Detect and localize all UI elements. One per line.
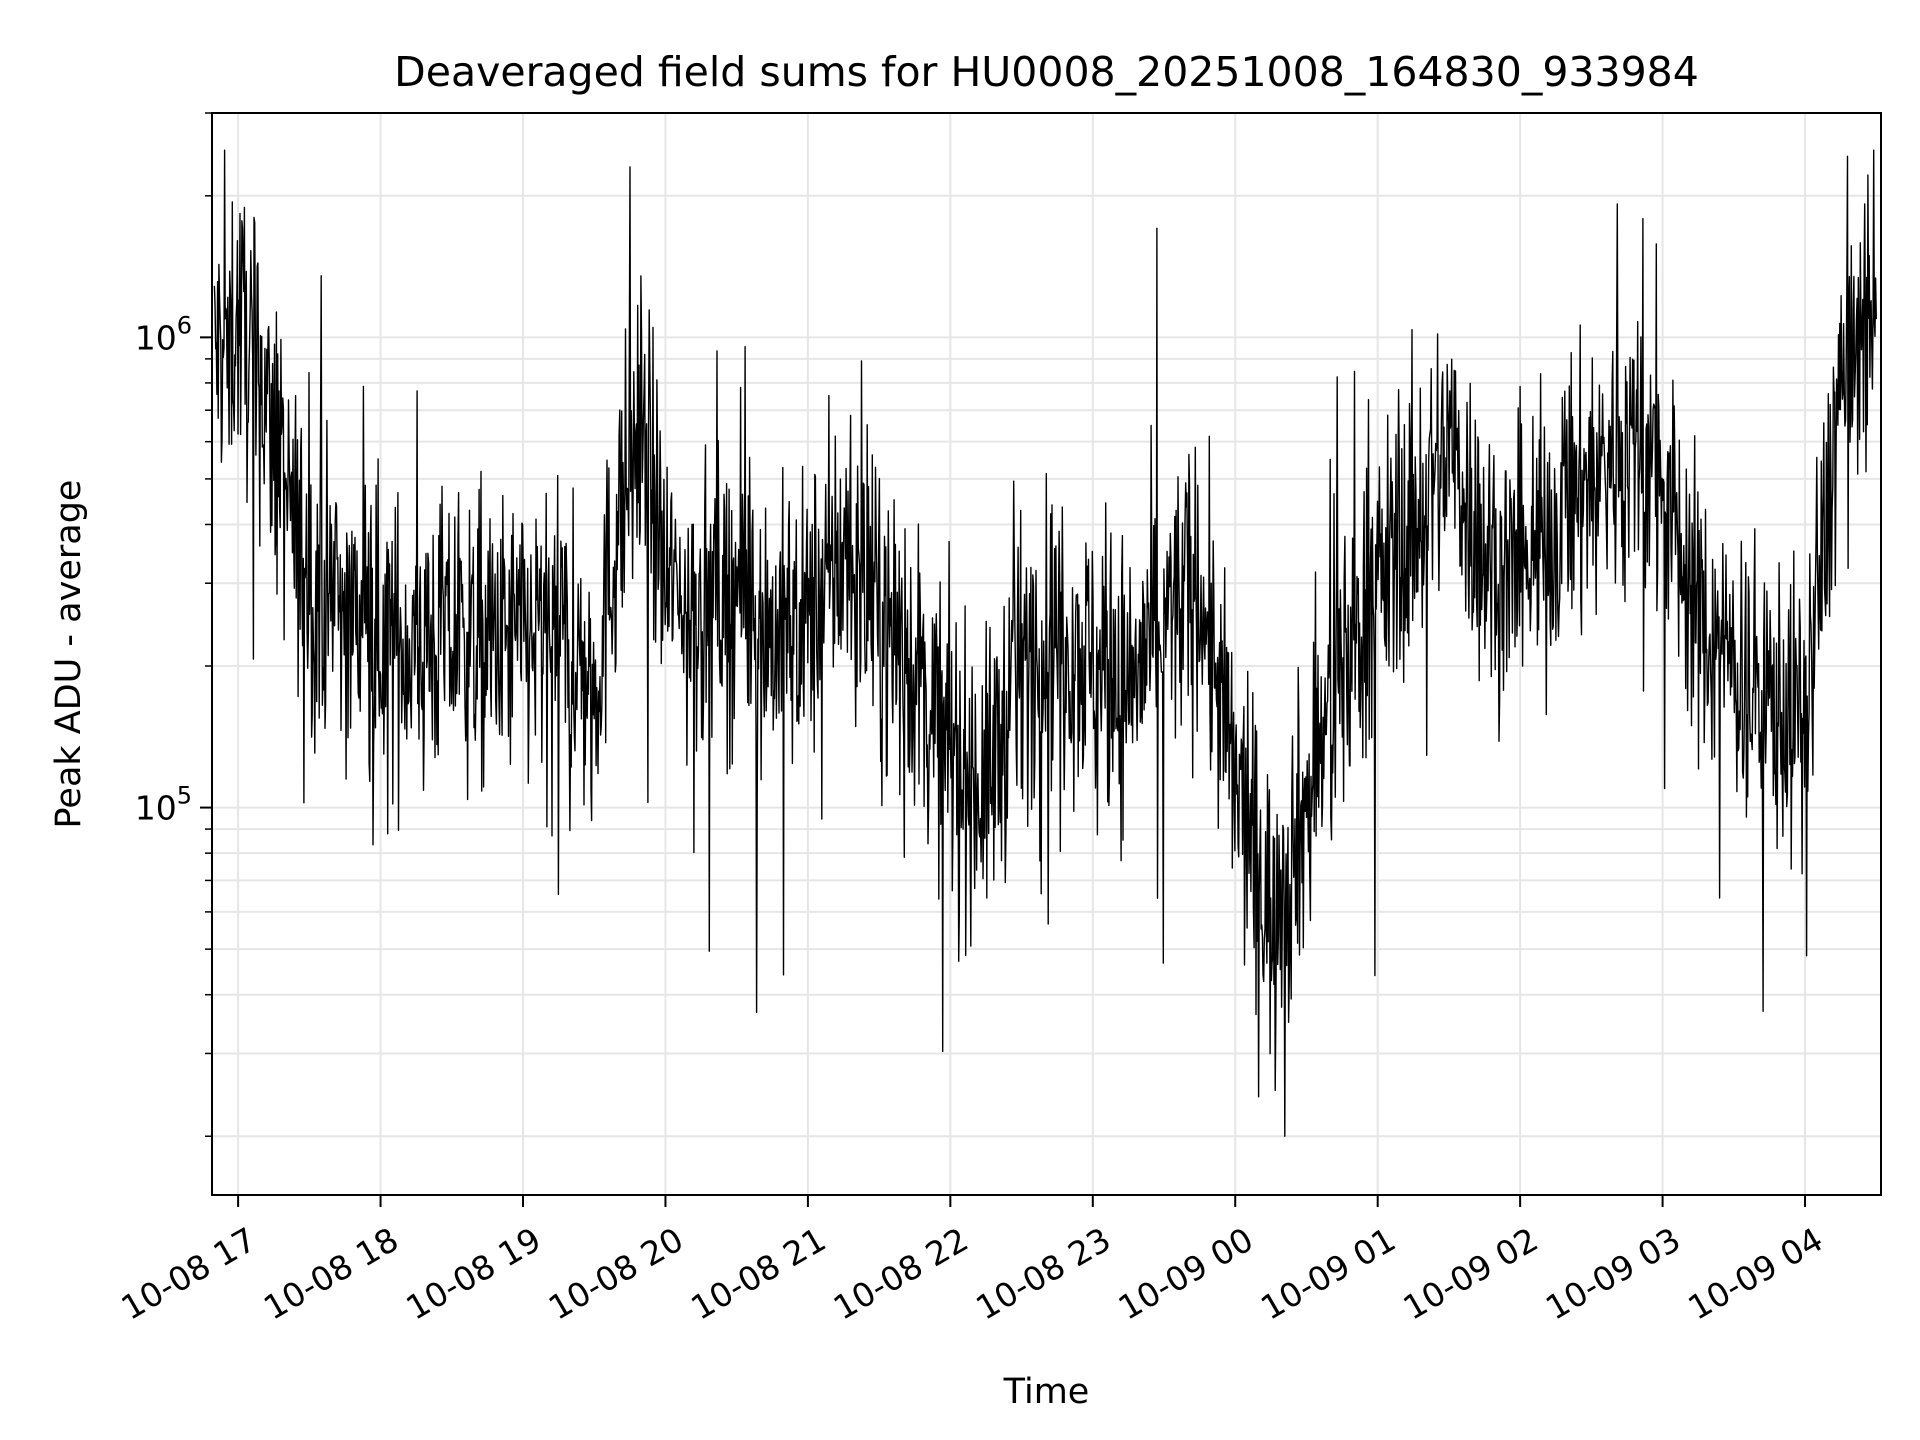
chart-title: Deaveraged field sums for HU0008_2025100… (394, 48, 1699, 96)
data-line (213, 149, 1877, 1137)
series-line-0 (213, 149, 1877, 1137)
x-axis-label: Time (1003, 1372, 1090, 1412)
y-axis-label: Peak ADU - average (49, 480, 89, 829)
plot-frame (211, 112, 1882, 1196)
y-tick-label-0: 105 (135, 782, 192, 828)
y-axis-ticks: 105 106 (135, 112, 212, 1138)
y-tick-label-1: 106 (135, 311, 192, 357)
